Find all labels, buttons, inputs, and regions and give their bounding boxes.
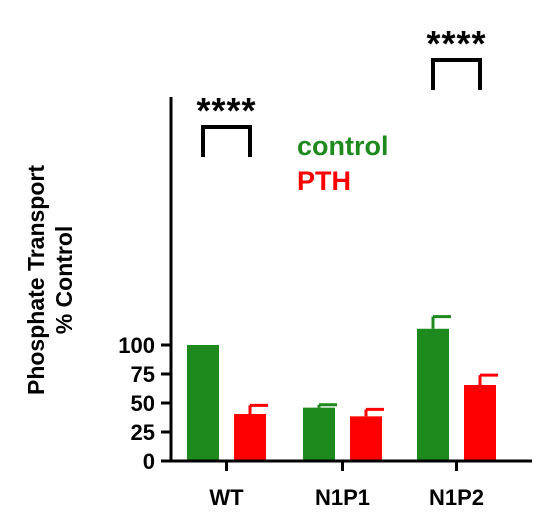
y-axis-title-line2: % Control	[51, 226, 77, 335]
bar-control-n1p1	[303, 407, 335, 461]
bars-layer	[187, 328, 496, 461]
y-axis-title: Phosphate Transport % Control	[23, 165, 77, 395]
y-tick-label-0: 0	[143, 449, 155, 474]
error-bars-layer	[248, 315, 498, 417]
significance-label-n1p2: ****	[426, 23, 486, 64]
y-axis-title-line1: Phosphate Transport	[23, 165, 49, 395]
significance-bracket-wt	[201, 125, 252, 157]
x-tick-label-n1p2: N1P2	[429, 485, 484, 510]
legend-label-control: control	[297, 131, 389, 161]
bar-pth-wt	[234, 414, 266, 461]
x-tick-label-n1p1: N1P1	[315, 485, 370, 510]
y-tick-label-50: 50	[131, 391, 155, 416]
y-tick-label-75: 75	[131, 362, 155, 387]
x-tick-label-wt: WT	[209, 485, 244, 510]
bar-control-wt	[187, 345, 219, 461]
bar-pth-n1p2	[464, 385, 496, 461]
legend: control PTH	[297, 131, 389, 196]
bar-control-n1p2	[417, 328, 449, 461]
y-tick-label-25: 25	[131, 420, 155, 445]
axes-layer: WT N1P1 N1P2 0 25 50 75 100	[118, 97, 532, 510]
legend-label-pth: PTH	[297, 166, 351, 196]
y-tick-label-100: 100	[118, 333, 155, 358]
significance-bracket-n1p2	[431, 58, 482, 90]
bar-pth-n1p1	[350, 416, 382, 461]
significance-label-wt: ****	[196, 90, 256, 131]
significance-layer: **** ****	[196, 23, 486, 157]
